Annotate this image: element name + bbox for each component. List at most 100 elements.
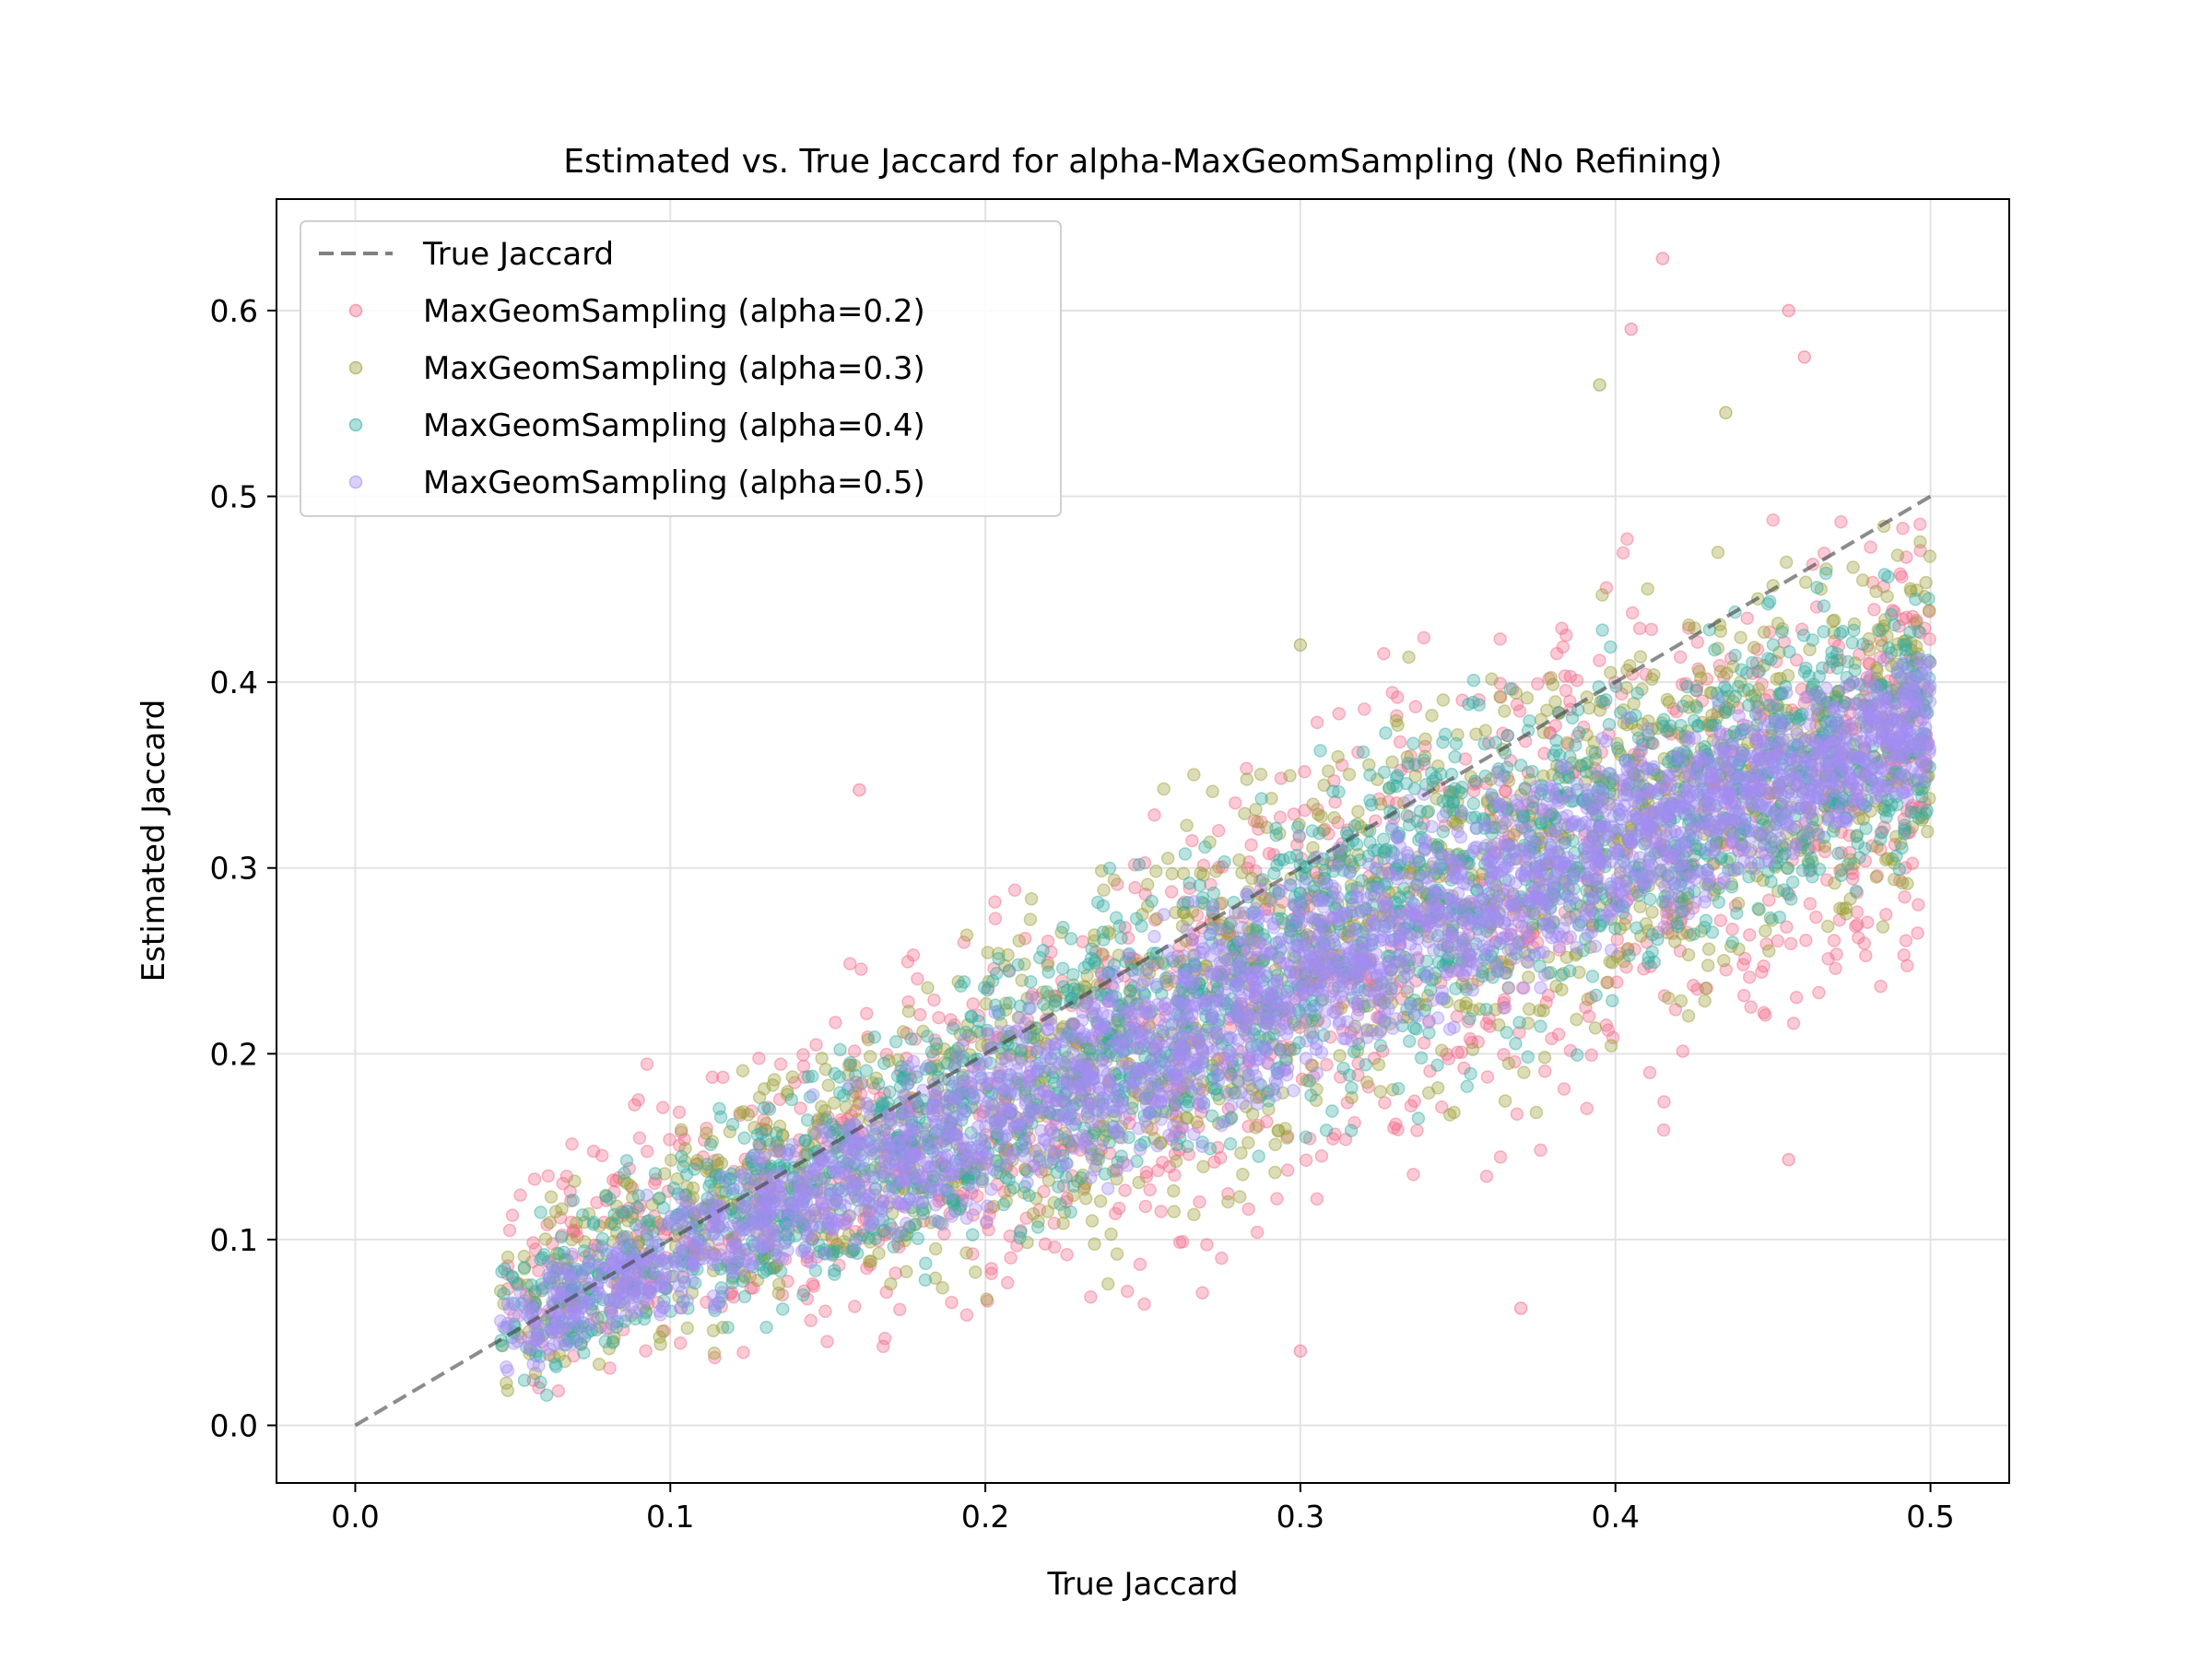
data-point — [1332, 706, 1346, 721]
data-point — [541, 1169, 556, 1183]
data-point — [1922, 592, 1936, 606]
data-point — [1143, 1182, 1157, 1197]
data-point — [500, 1250, 515, 1265]
data-point — [1141, 1018, 1155, 1031]
data-point — [1681, 1009, 1696, 1023]
data-point — [1848, 722, 1863, 735]
data-point — [1622, 948, 1636, 962]
data-point — [1503, 682, 1517, 696]
data-point — [1066, 1066, 1081, 1081]
data-point — [1610, 741, 1625, 756]
data-point — [935, 1156, 949, 1171]
data-point — [959, 1308, 974, 1323]
data-point — [1289, 966, 1303, 980]
data-point — [867, 1081, 881, 1095]
data-point — [1827, 934, 1841, 947]
data-point — [1879, 810, 1893, 824]
data-point — [1608, 921, 1622, 935]
data-point — [1821, 952, 1835, 966]
data-point — [1056, 921, 1070, 935]
data-point — [1604, 640, 1618, 654]
data-point — [1518, 781, 1532, 795]
data-point — [1217, 964, 1231, 979]
data-point — [879, 1285, 894, 1300]
data-point — [653, 1221, 666, 1236]
data-point — [628, 1098, 641, 1112]
data-point — [856, 1224, 870, 1239]
data-point — [1196, 1159, 1210, 1174]
data-point — [1147, 913, 1162, 927]
data-point — [1834, 868, 1849, 883]
data-point — [1796, 629, 1811, 642]
data-point — [1529, 1105, 1544, 1120]
data-point — [680, 1321, 695, 1335]
data-point — [759, 1320, 773, 1335]
data-point — [1093, 1194, 1108, 1208]
data-point — [1053, 1143, 1067, 1158]
data-point — [982, 981, 995, 995]
data-point — [1851, 918, 1865, 932]
data-point — [603, 1361, 617, 1375]
data-point — [1699, 982, 1712, 995]
data-point — [1189, 977, 1204, 992]
data-point — [1002, 996, 1017, 1010]
data-point — [1123, 1009, 1136, 1024]
data-point — [1755, 965, 1769, 980]
data-point — [1497, 993, 1512, 1006]
data-point — [1011, 958, 1025, 972]
data-point — [1384, 908, 1399, 923]
data-point — [1728, 899, 1743, 912]
data-point — [1312, 826, 1326, 841]
data-point — [1075, 1035, 1089, 1049]
data-point — [1448, 749, 1462, 764]
data-point — [1458, 752, 1473, 766]
data-point — [1561, 737, 1575, 751]
data-point — [631, 1093, 645, 1107]
data-point — [1905, 856, 1920, 871]
data-point — [1288, 965, 1302, 980]
data-point — [1024, 974, 1038, 989]
data-point — [1302, 899, 1316, 913]
data-point — [1814, 691, 1828, 706]
data-point — [1657, 1095, 1671, 1109]
data-point — [999, 1142, 1013, 1157]
data-point — [1164, 1132, 1179, 1147]
data-point — [1560, 931, 1574, 946]
data-point — [1558, 818, 1572, 831]
data-point — [729, 1241, 743, 1255]
data-point — [1311, 870, 1325, 885]
data-point — [1258, 902, 1272, 916]
data-point — [1676, 700, 1690, 713]
data-point — [1681, 947, 1696, 962]
data-point — [1671, 750, 1685, 764]
data-point — [1701, 942, 1716, 957]
data-point — [1761, 944, 1776, 959]
data-point — [1595, 694, 1609, 709]
data-point — [1725, 923, 1739, 936]
data-point — [757, 1113, 771, 1127]
data-point — [1318, 864, 1332, 877]
data-point — [1363, 953, 1377, 967]
data-point — [1249, 803, 1263, 817]
data-point — [1379, 726, 1393, 740]
data-point — [1680, 925, 1694, 940]
data-point — [1537, 1051, 1552, 1065]
data-point — [1493, 632, 1507, 646]
data-point — [1449, 982, 1463, 995]
data-point — [1019, 1211, 1033, 1226]
data-point — [1123, 1116, 1136, 1131]
data-point — [1346, 909, 1359, 923]
data-point — [1828, 634, 1841, 648]
data-point — [1351, 745, 1365, 759]
data-point — [1070, 1077, 1085, 1092]
data-point — [1421, 1086, 1436, 1100]
data-point — [1373, 1039, 1388, 1053]
data-point — [1500, 728, 1515, 743]
data-point — [1619, 894, 1633, 909]
data-point — [775, 1302, 790, 1316]
data-point — [1198, 840, 1212, 854]
data-point — [1877, 820, 1891, 834]
data-point — [877, 1332, 892, 1346]
data-point — [1241, 1135, 1255, 1150]
data-point — [534, 1206, 547, 1219]
